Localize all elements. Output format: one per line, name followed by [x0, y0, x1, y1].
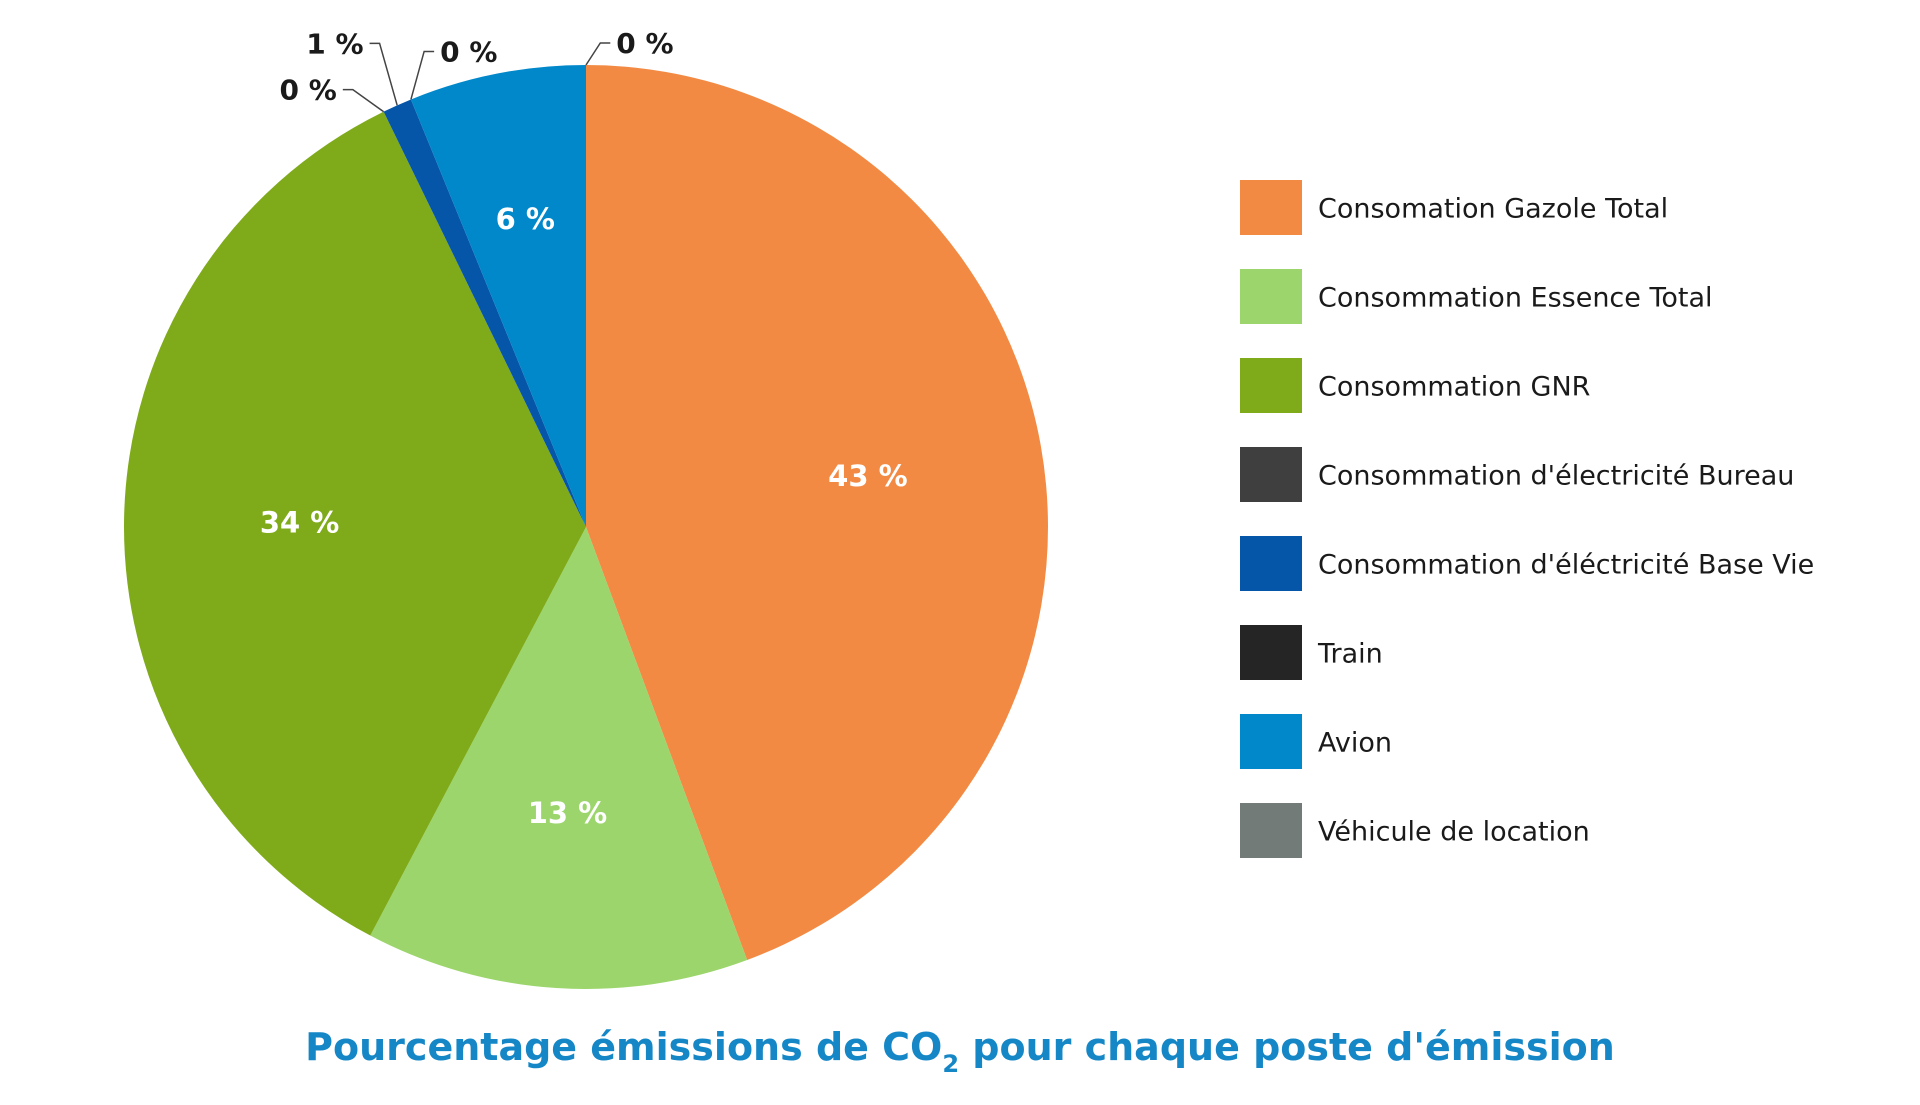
legend-item-consommation-essence-total: Consommation Essence Total: [1240, 269, 1713, 324]
legend-swatch: [1240, 180, 1302, 235]
callout-line-vehicule-de-location: [585, 42, 611, 66]
slice-labels: 43 % 13 % 34 % 6 % 0 % 1 % 0 % 0 %: [260, 27, 908, 830]
legend-label: Train: [1317, 639, 1383, 670]
legend-label: Consommation d'éléctricité Base Vie: [1318, 550, 1814, 581]
chart-title: Pourcentage émissions de CO2 pour chaque…: [305, 1025, 1615, 1078]
slice-label-consomation-gazole-total: 43 %: [828, 459, 908, 493]
legend-label: Consommation Essence Total: [1318, 283, 1713, 314]
legend-label: Consomation Gazole Total: [1318, 194, 1668, 225]
title-suffix: pour chaque poste d'émission: [959, 1025, 1615, 1069]
legend-label: Consommation d'électricité Bureau: [1318, 461, 1794, 492]
legend-label: Avion: [1318, 728, 1392, 759]
pie-slice-avion: [410, 65, 586, 527]
legend-swatch: [1240, 803, 1302, 858]
legend-item-avion: Avion: [1240, 714, 1392, 769]
legend-item-train: Train: [1240, 625, 1383, 680]
legend-item-consommation-gnr: Consommation GNR: [1240, 358, 1590, 413]
pie-slice-consommation-d-electricite-base-vie: [383, 99, 586, 528]
legend-swatch: [1240, 625, 1302, 680]
pie-slice-consomation-gazole-total: [586, 65, 1049, 960]
callout-lines: [342, 42, 611, 113]
legend-swatch: [1240, 447, 1302, 502]
title-main: Pourcentage émissions de CO: [305, 1025, 942, 1069]
callout-label-consommation-d-electricite-base-vie: 1 %: [306, 27, 363, 60]
callout-label-consommation-d-electricite-bureau: 0 %: [280, 74, 337, 107]
pie-slice-consommation-essence-total: [370, 527, 748, 989]
callout-line-train: [410, 50, 435, 100]
pie-slice-consommation-gnr: [124, 111, 586, 936]
slice-label-consommation-gnr: 34 %: [260, 505, 340, 539]
callout-line-consommation-d-electricite-base-vie: [369, 42, 398, 106]
legend-item-consomation-gazole-total: Consomation Gazole Total: [1240, 180, 1668, 235]
legend-swatch: [1240, 536, 1302, 591]
legend-swatch: [1240, 269, 1302, 324]
legend: Consomation Gazole Total Consommation Ess…: [1240, 180, 1814, 858]
title-subscript: 2: [942, 1050, 959, 1078]
callout-label-vehicule-de-location: 0 %: [616, 27, 673, 60]
slice-label-consommation-essence-total: 13 %: [528, 796, 608, 830]
slice-label-avion: 6 %: [496, 202, 555, 236]
callout-line-consommation-d-electricite-bureau: [342, 88, 385, 113]
legend-item-consommation-d-electricite-base-vie: Consommation d'éléctricité Base Vie: [1240, 536, 1814, 591]
callout-label-train: 0 %: [440, 35, 497, 68]
legend-item-consommation-d-electricite-bureau: Consommation d'électricité Bureau: [1240, 447, 1794, 502]
pie-slices: [124, 65, 1049, 989]
legend-label: Consommation GNR: [1318, 372, 1590, 403]
legend-swatch: [1240, 714, 1302, 769]
legend-item-vehicule-de-location: Véhicule de location: [1240, 803, 1590, 858]
legend-label: Véhicule de location: [1318, 817, 1590, 848]
legend-swatch: [1240, 358, 1302, 413]
